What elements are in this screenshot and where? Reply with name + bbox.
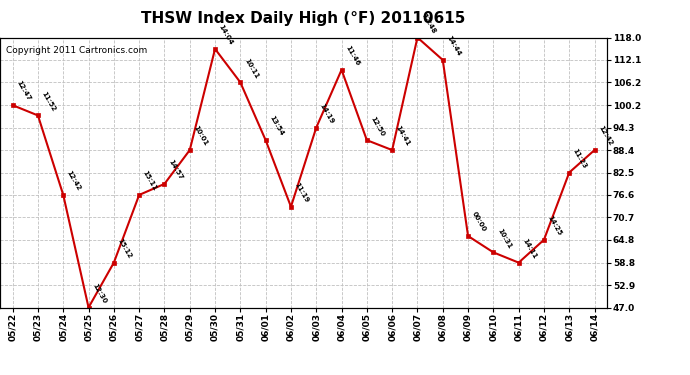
- Text: 15:11: 15:11: [141, 170, 158, 192]
- Text: 12:42: 12:42: [66, 170, 82, 192]
- Text: 14:11: 14:11: [521, 237, 538, 260]
- Text: 11:19: 11:19: [293, 182, 310, 204]
- Text: 10:11: 10:11: [243, 57, 259, 80]
- Text: 11:46: 11:46: [344, 45, 360, 67]
- Text: 12:50: 12:50: [369, 115, 386, 137]
- Text: 14:57: 14:57: [167, 159, 184, 181]
- Text: 14:25: 14:25: [546, 214, 563, 237]
- Text: 14:41: 14:41: [395, 124, 411, 147]
- Text: 00:00: 00:00: [471, 211, 487, 233]
- Text: THSW Index Daily High (°F) 20110615: THSW Index Daily High (°F) 20110615: [141, 11, 466, 26]
- Text: 12:47: 12:47: [15, 80, 32, 102]
- Text: 13:54: 13:54: [268, 115, 284, 137]
- Text: 10:01: 10:01: [193, 125, 208, 147]
- Text: 15:12: 15:12: [117, 237, 132, 260]
- Text: Copyright 2011 Cartronics.com: Copyright 2011 Cartronics.com: [6, 46, 148, 55]
- Text: 11:23: 11:23: [572, 147, 588, 170]
- Text: 14:44: 14:44: [445, 34, 462, 57]
- Text: 14:19: 14:19: [319, 102, 335, 125]
- Text: 12:48: 12:48: [420, 12, 436, 34]
- Text: 11:52: 11:52: [41, 90, 57, 112]
- Text: 12:42: 12:42: [597, 125, 613, 147]
- Text: 10:31: 10:31: [496, 227, 512, 249]
- Text: 14:04: 14:04: [217, 23, 234, 46]
- Text: 12:30: 12:30: [91, 282, 108, 304]
